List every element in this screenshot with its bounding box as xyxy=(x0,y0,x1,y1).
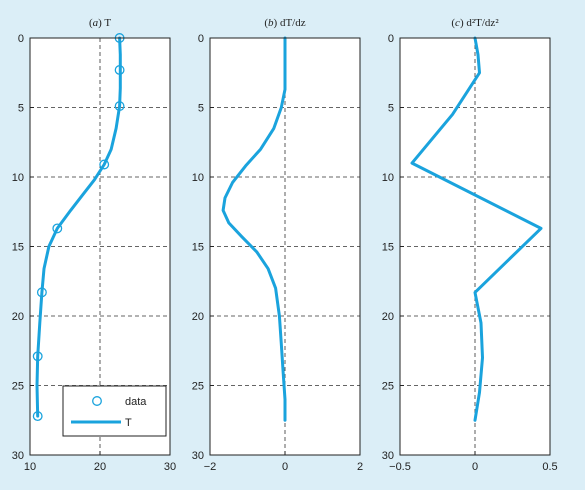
plot-frame xyxy=(29,37,171,456)
legend-marker-data xyxy=(92,396,102,406)
legend-label-t: T xyxy=(125,417,132,429)
data-point xyxy=(52,223,63,234)
panel-title-close: ) xyxy=(460,17,464,29)
panel-title-open: ( xyxy=(264,17,268,29)
y-tick-label: 10 xyxy=(12,172,24,184)
panel-title-text: d²T/dz² xyxy=(464,17,500,29)
y-tick-label: 5 xyxy=(388,103,394,115)
plot-frame xyxy=(399,37,551,456)
y-tick-label: 20 xyxy=(192,311,204,323)
y-tick-label: 25 xyxy=(382,381,394,393)
y-tick-label: 0 xyxy=(18,33,24,45)
panel-title-open: ( xyxy=(89,17,93,29)
data-point xyxy=(114,65,125,75)
plot-frame xyxy=(209,37,361,456)
series-line-t xyxy=(35,36,122,418)
panel-title-close: ) xyxy=(98,17,102,29)
y-tick-label: 10 xyxy=(382,172,394,184)
legend: data T xyxy=(62,385,167,437)
series-line-d2t-dz2 xyxy=(410,36,543,422)
y-tick-label: 0 xyxy=(198,33,204,45)
x-tick-label: 30 xyxy=(164,461,176,473)
panel-title: (a) T xyxy=(89,17,111,29)
y-tick-label: 30 xyxy=(12,450,24,462)
x-tick-label: −2 xyxy=(204,461,217,473)
y-tick-label: 15 xyxy=(382,242,394,254)
data-point xyxy=(36,287,47,298)
y-tick-label: 5 xyxy=(18,103,24,115)
y-tick-label: 10 xyxy=(192,172,204,184)
data-point xyxy=(114,101,125,112)
panel-c: 0 5 10 15 20 25 30−0.5 0 0.5 (c) d²T/dz² xyxy=(382,17,558,473)
panel-title-close: ) xyxy=(274,17,278,29)
panel-title-open: ( xyxy=(451,17,455,29)
panel-title: (c) d²T/dz² xyxy=(451,17,499,29)
y-tick-label: 30 xyxy=(382,450,394,462)
x-tick-label: 0.5 xyxy=(542,461,557,473)
x-tick-label: 2 xyxy=(357,461,363,473)
y-tick-label: 20 xyxy=(12,311,24,323)
data-point xyxy=(99,159,110,170)
y-tick-label: 25 xyxy=(12,381,24,393)
panel-letter: a xyxy=(93,17,99,29)
x-tick-label: 0 xyxy=(282,461,288,473)
panel-title-text: T xyxy=(102,17,112,29)
series-line-dt-dz xyxy=(221,36,287,422)
legend-box xyxy=(62,385,167,437)
y-tick-label: 15 xyxy=(12,242,24,254)
panel-b: 0 5 10 15 20 25 30−2 0 2 (b) dT/dz xyxy=(192,17,363,473)
y-tick-label: 5 xyxy=(198,103,204,115)
panel-title: (b) dT/dz xyxy=(264,17,305,29)
x-tick-label: −0.5 xyxy=(389,461,411,473)
x-tick-label: 10 xyxy=(24,461,36,473)
x-tick-label: 20 xyxy=(94,461,106,473)
y-tick-label: 15 xyxy=(192,242,204,254)
panel-title-text: dT/dz xyxy=(277,17,306,29)
panel-letter: c xyxy=(455,17,460,29)
y-tick-label: 20 xyxy=(382,311,394,323)
y-tick-label: 25 xyxy=(192,381,204,393)
panel-letter: b xyxy=(268,17,274,29)
legend-label-data: data xyxy=(125,396,147,408)
data-point xyxy=(32,351,43,362)
x-tick-label: 0 xyxy=(472,461,478,473)
y-tick-label: 0 xyxy=(388,33,394,45)
y-tick-label: 30 xyxy=(192,450,204,462)
data-point xyxy=(32,411,43,422)
